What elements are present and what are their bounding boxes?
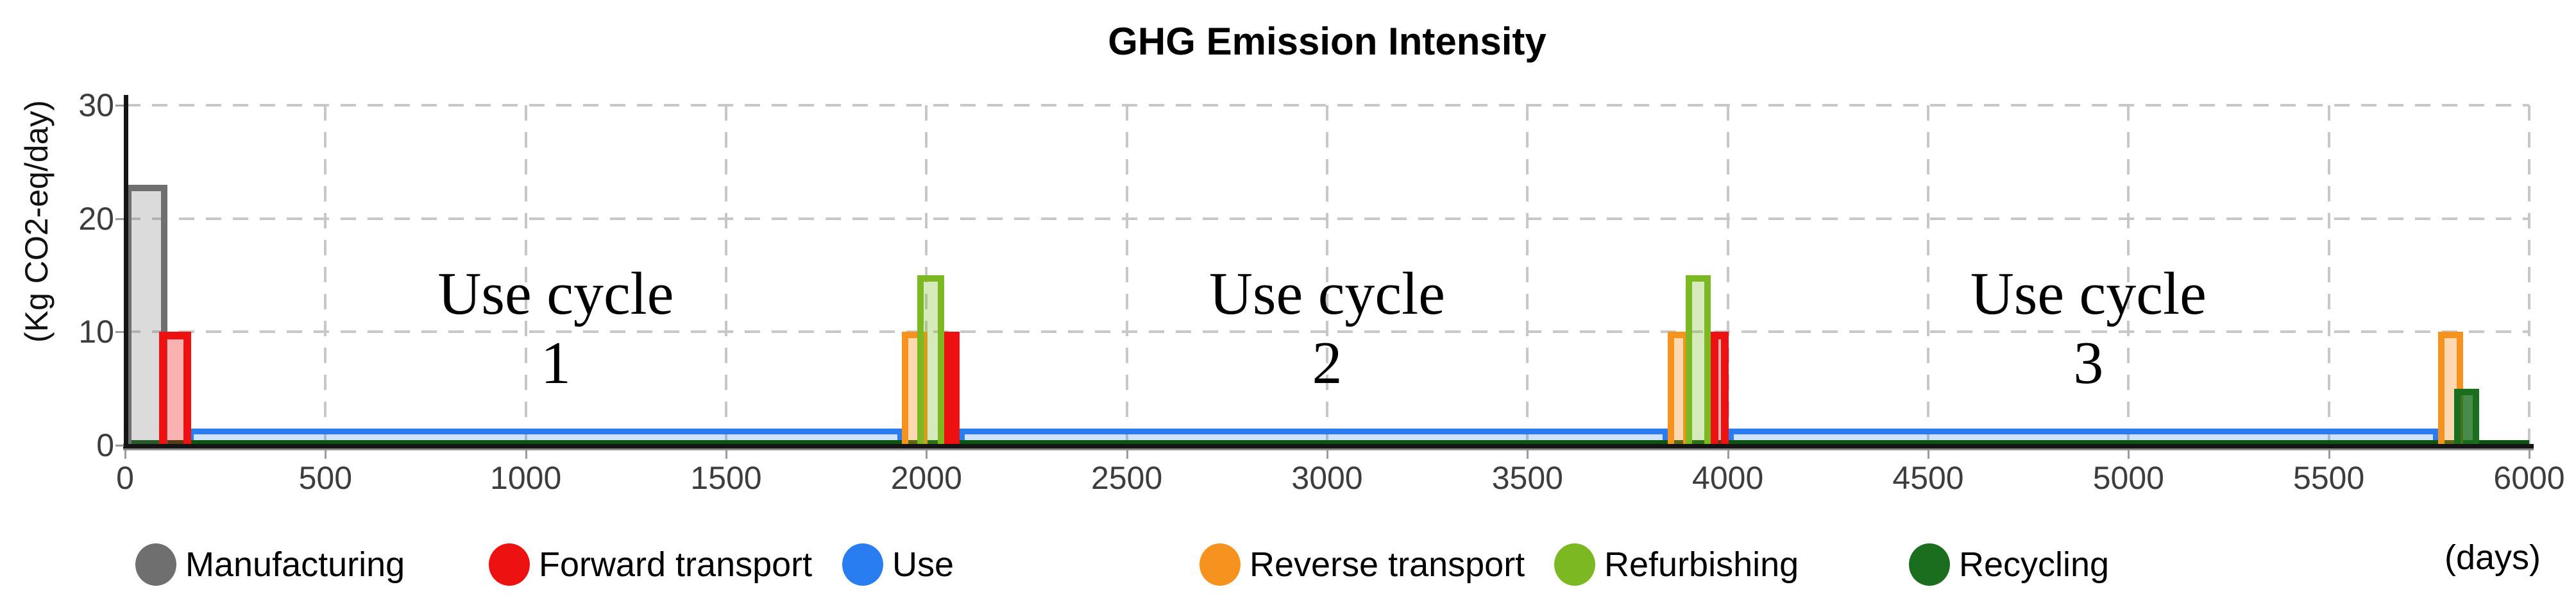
x-tick-label-0: 0: [116, 460, 134, 496]
gridline-x-6000: [2528, 105, 2530, 445]
y-tick-label-0: 0: [96, 427, 114, 463]
legend-label-forward-transport: Forward transport: [539, 545, 813, 584]
gridline-x-5500: [2327, 105, 2330, 445]
forward-transport-bar-3: [1711, 332, 1729, 445]
legend-label-refurbishing: Refurbishing: [1604, 545, 1799, 584]
use-cycle-annotation-2: Use cycle 2: [1209, 259, 1445, 398]
annotation-line: 3: [2073, 330, 2104, 397]
x-tick-label-3500: 3500: [1491, 460, 1563, 496]
gridline-x-1500: [725, 105, 727, 445]
y-tick-label-10: 10: [78, 314, 114, 350]
gridline-x-5000: [2127, 105, 2130, 445]
recycling-baseline: [125, 440, 2529, 445]
x-tick-label-4000: 4000: [1692, 460, 1764, 496]
x-tick-3000: [1326, 450, 1328, 459]
x-tick-0: [124, 450, 126, 459]
y-tick-label-30: 30: [78, 87, 114, 123]
x-tick-label-5000: 5000: [2092, 460, 2164, 496]
x-axis-unit-label: (days): [2444, 538, 2541, 577]
gridline-x-3500: [1526, 105, 1529, 445]
legend-dot-forward-transport: [489, 543, 530, 586]
x-tick-label-500: 500: [298, 460, 353, 496]
x-axis-shadow: [123, 448, 2534, 450]
legend-label-recycling: Recycling: [1959, 545, 2110, 584]
x-tick-2500: [1126, 450, 1128, 459]
gridline-x-3000: [1326, 105, 1328, 445]
refurbishing-bar-2: [1686, 275, 1711, 445]
use-cycle-annotation-1: Use cycle 1: [438, 259, 674, 398]
legend-label-manufacturing: Manufacturing: [185, 545, 405, 584]
x-tick-label-1500: 1500: [690, 460, 762, 496]
x-tick-5500: [2328, 450, 2330, 459]
annotation-line: 1: [541, 330, 572, 397]
x-tick-label-6000: 6000: [2493, 460, 2565, 496]
x-tick-1000: [525, 450, 527, 459]
legend-dot-manufacturing: [135, 543, 176, 586]
gridline-x-1000: [524, 105, 527, 445]
chart-title: GHG Emission Intensity: [1108, 20, 1546, 63]
x-tick-4500: [1928, 450, 1929, 459]
gridline-x-4500: [1927, 105, 1929, 445]
x-tick-2000: [926, 450, 928, 459]
y-tick-0: [115, 445, 124, 447]
x-tick-label-5500: 5500: [2293, 460, 2365, 496]
legend-label-use: Use: [892, 545, 954, 584]
x-tick-4000: [1727, 450, 1729, 459]
annotation-line: 2: [1312, 330, 1343, 397]
x-tick-label-1000: 1000: [490, 460, 562, 496]
refurbishing-bar-1: [917, 275, 945, 445]
x-tick-3500: [1527, 450, 1529, 459]
y-tick-20: [115, 217, 124, 220]
y-axis-label: (Kg CO2-eq/day): [19, 100, 55, 343]
gridline-x-4000: [1726, 105, 1729, 445]
x-axis-line: [123, 444, 2534, 448]
legend-dot-recycling: [1909, 543, 1950, 586]
forward-transport-bar-1: [159, 332, 192, 445]
forward-transport-bar-2: [944, 332, 960, 445]
x-tick-6000: [2529, 450, 2530, 459]
x-tick-5000: [2128, 450, 2130, 459]
x-tick-label-4500: 4500: [1892, 460, 1964, 496]
legend-label-reverse-transport: Reverse transport: [1250, 545, 1525, 584]
annotation-line: Use cycle: [437, 260, 674, 327]
annotation-line: Use cycle: [1209, 260, 1445, 327]
annotation-line: Use cycle: [1970, 260, 2207, 327]
legend-dot-reverse-transport: [1199, 543, 1241, 586]
x-tick-label-2000: 2000: [890, 460, 962, 496]
x-tick-1500: [725, 450, 727, 459]
x-tick-label-3000: 3000: [1291, 460, 1363, 496]
y-tick-10: [115, 331, 124, 334]
recycling-bar-1: [2453, 388, 2479, 445]
y-axis-line: [124, 95, 128, 448]
use-cycle-annotation-3: Use cycle 3: [1970, 259, 2207, 398]
x-tick-label-2500: 2500: [1091, 460, 1163, 496]
y-tick-30: [115, 105, 124, 107]
gridline-x-2500: [1125, 105, 1128, 445]
gridline-x-500: [324, 105, 327, 445]
legend-dot-use: [842, 543, 883, 586]
y-tick-label-20: 20: [78, 200, 114, 237]
legend-dot-refurbishing: [1554, 543, 1595, 586]
x-tick-500: [325, 450, 327, 459]
